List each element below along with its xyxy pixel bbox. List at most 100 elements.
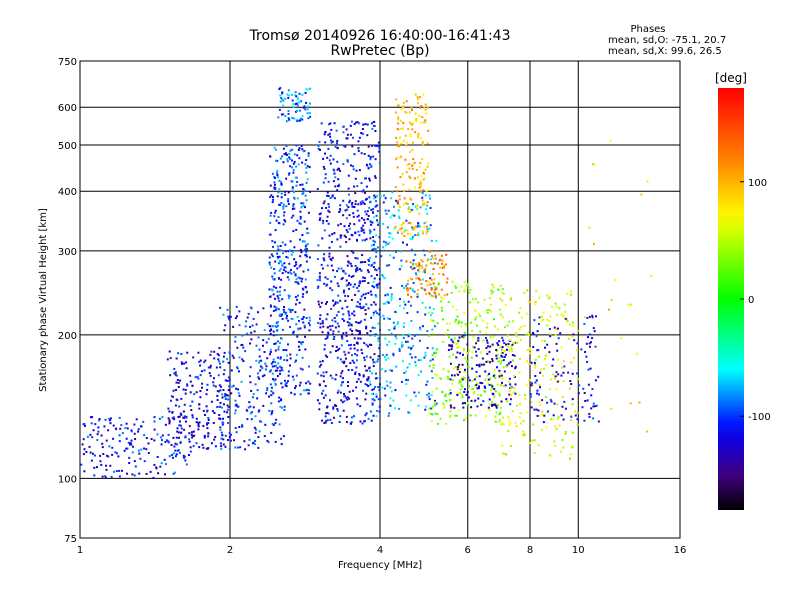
data-point <box>170 454 173 456</box>
data-point <box>179 424 182 427</box>
data-point <box>576 412 579 414</box>
data-point <box>297 163 300 166</box>
data-point <box>362 305 365 308</box>
data-point <box>544 358 546 360</box>
data-point <box>340 234 343 237</box>
data-point <box>342 269 345 272</box>
data-point <box>269 214 272 217</box>
data-point <box>360 230 363 233</box>
data-point <box>433 278 436 281</box>
data-point <box>299 210 302 213</box>
data-point <box>411 163 414 166</box>
data-point <box>326 336 329 339</box>
data-point <box>362 293 365 296</box>
data-point <box>424 354 427 357</box>
data-point <box>273 272 276 275</box>
data-point <box>247 406 250 409</box>
data-point <box>400 265 403 268</box>
data-point <box>554 302 557 305</box>
data-point <box>395 337 398 340</box>
data-point <box>272 196 274 198</box>
data-point <box>365 238 368 241</box>
data-point <box>365 213 368 216</box>
data-point <box>608 308 610 311</box>
data-point <box>355 321 358 324</box>
data-point <box>402 221 405 224</box>
data-point <box>266 389 269 392</box>
data-point <box>290 249 293 252</box>
data-point <box>257 436 260 439</box>
data-point <box>373 125 376 127</box>
data-point <box>535 408 538 411</box>
data-point <box>262 344 264 347</box>
data-point <box>295 144 298 147</box>
data-point <box>284 270 287 273</box>
data-point <box>466 284 469 287</box>
data-point <box>456 315 459 318</box>
data-point <box>287 198 290 200</box>
data-point <box>348 224 350 227</box>
data-point <box>238 310 241 313</box>
data-point <box>477 393 479 396</box>
data-point <box>289 158 292 160</box>
data-point <box>544 346 546 349</box>
data-point <box>376 219 379 222</box>
data-point <box>348 238 351 241</box>
data-point <box>411 108 413 111</box>
data-point <box>284 243 287 246</box>
data-point <box>562 446 565 449</box>
data-point <box>273 379 276 382</box>
data-point <box>279 314 282 317</box>
data-point <box>498 308 501 311</box>
data-point <box>479 315 482 318</box>
data-point <box>273 241 276 244</box>
data-point <box>354 371 357 374</box>
data-point <box>408 175 411 178</box>
data-point <box>249 366 252 369</box>
data-point <box>289 357 292 360</box>
data-point <box>302 293 305 296</box>
data-point <box>293 153 296 156</box>
data-point <box>333 416 335 419</box>
data-point <box>284 384 287 387</box>
data-point <box>276 356 279 359</box>
data-point <box>379 377 382 380</box>
data-point <box>219 429 222 431</box>
data-point <box>221 434 224 437</box>
data-point <box>296 181 299 183</box>
data-point <box>254 431 257 434</box>
data-point <box>222 360 225 363</box>
data-point <box>330 141 333 144</box>
data-point <box>305 101 308 104</box>
data-point <box>594 405 597 408</box>
data-point <box>339 204 342 207</box>
data-point <box>252 393 255 396</box>
data-point <box>470 321 472 324</box>
data-point <box>275 364 278 367</box>
data-point <box>288 172 291 175</box>
data-point <box>287 117 290 120</box>
data-point <box>218 360 221 363</box>
data-point <box>276 290 279 293</box>
data-point <box>543 340 546 343</box>
data-point <box>324 421 327 424</box>
data-point <box>359 268 361 271</box>
data-point <box>362 374 365 377</box>
data-point <box>396 190 398 193</box>
data-point <box>231 385 234 388</box>
data-point <box>175 357 178 360</box>
data-point <box>458 371 461 374</box>
data-point <box>279 157 282 160</box>
data-point <box>355 121 357 124</box>
data-point <box>488 409 491 412</box>
data-point <box>309 324 311 327</box>
data-point <box>527 331 530 334</box>
data-point <box>177 431 180 434</box>
data-point <box>305 181 308 184</box>
data-point <box>485 337 487 340</box>
data-point <box>279 365 282 368</box>
data-point <box>376 285 379 288</box>
data-point <box>156 433 159 436</box>
data-point <box>460 285 463 288</box>
data-point <box>185 361 188 364</box>
